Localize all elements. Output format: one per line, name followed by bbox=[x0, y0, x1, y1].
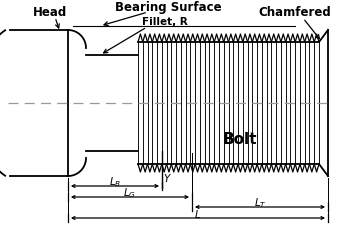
Text: $L_B$: $L_B$ bbox=[109, 175, 121, 189]
Text: $L_T$: $L_T$ bbox=[254, 196, 266, 210]
Text: $Y$: $Y$ bbox=[163, 172, 172, 184]
Text: Bolt: Bolt bbox=[223, 132, 257, 148]
Text: Chamfered: Chamfered bbox=[258, 5, 331, 18]
Text: Bearing Surface: Bearing Surface bbox=[115, 1, 221, 14]
Text: Fillet, R: Fillet, R bbox=[142, 17, 188, 27]
Text: Head: Head bbox=[33, 5, 67, 18]
Text: $L$: $L$ bbox=[194, 208, 202, 220]
Text: $L_G$: $L_G$ bbox=[123, 186, 136, 200]
